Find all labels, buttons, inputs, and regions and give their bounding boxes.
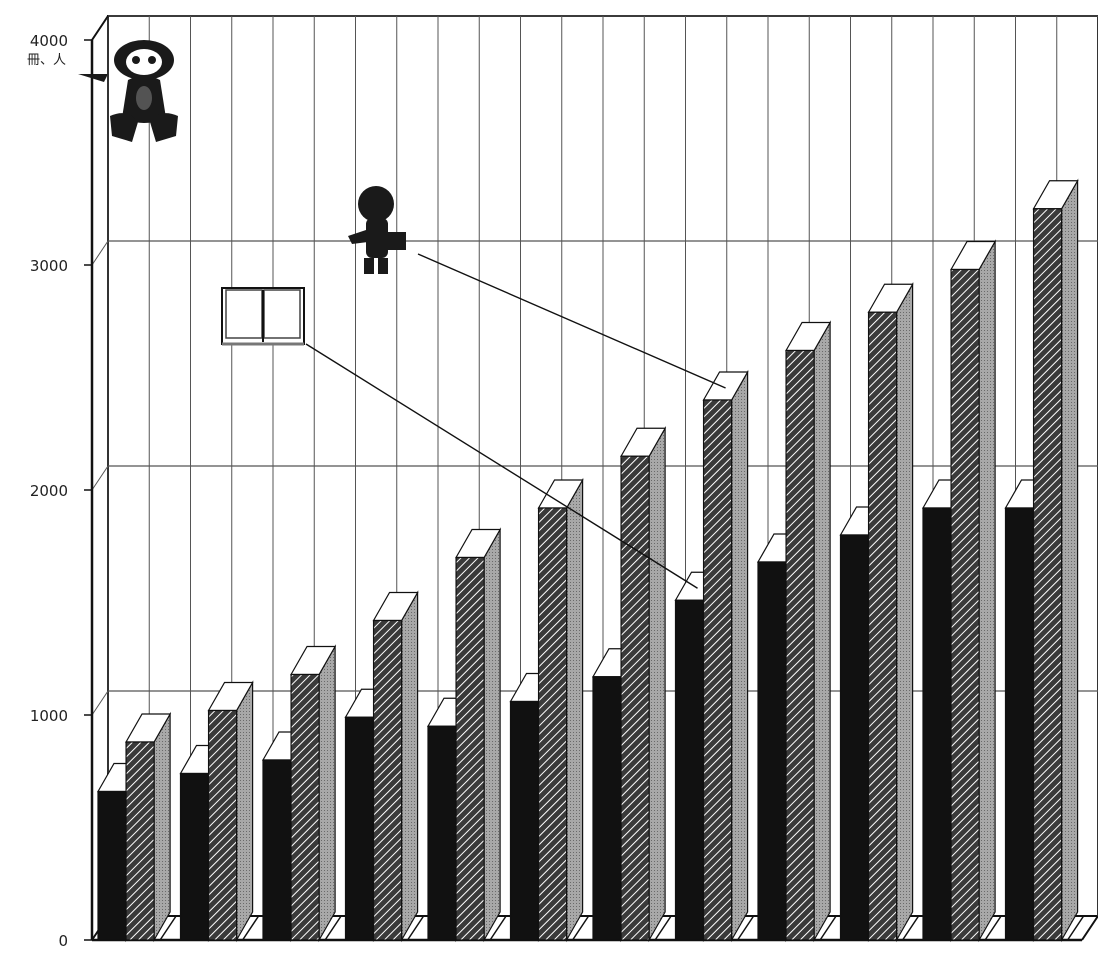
y-axis-depth: [91, 15, 109, 41]
bar-persons: [455, 527, 502, 943]
bar-front-face: [867, 311, 898, 941]
bar-persons: [125, 711, 172, 943]
y-gridline-side: [91, 690, 109, 716]
bar-side-face: [1061, 178, 1079, 943]
y-gridline-side: [91, 240, 109, 266]
bar-front-face: [125, 741, 155, 941]
floor-divider: [324, 915, 342, 941]
bar-front-face: [620, 455, 650, 941]
floor-divider: [736, 915, 755, 941]
y-tick-label: 4000: [30, 32, 68, 50]
y-unit-label: 冊、人: [27, 53, 66, 68]
mascot-icon: [78, 40, 178, 142]
bar-side-face: [401, 590, 419, 943]
bar-front-face: [372, 619, 403, 941]
y-gridline-side: [91, 465, 109, 491]
bar-front-face: [592, 676, 622, 941]
floor-divider: [901, 915, 920, 941]
open-book-icon: [221, 287, 305, 346]
floor-divider: [406, 915, 425, 941]
y-tick-label: 1000: [30, 707, 68, 725]
bar-front-face: [509, 700, 540, 941]
bar-side-face: [236, 680, 254, 943]
bar-persons: [950, 239, 997, 943]
bar-front-face: [179, 772, 210, 941]
bar-front-face: [757, 561, 787, 941]
bar-front-face: [839, 534, 870, 941]
bar-front-face: [785, 349, 815, 941]
bar-persons: [207, 680, 254, 943]
floor-divider: [159, 915, 177, 941]
y-tick-label: 0: [58, 932, 68, 950]
bar-front-face: [674, 599, 705, 941]
bar-persons: [537, 477, 584, 943]
bar-front-face: [207, 709, 238, 941]
bar-front-face: [537, 507, 568, 941]
bar-side-face: [318, 644, 336, 943]
floor-divider: [984, 915, 1002, 941]
bar-front-face: [1004, 507, 1035, 941]
bar-side-face: [483, 527, 501, 943]
x-axis-depth-right: [1081, 915, 1098, 941]
book-callout-line: [305, 343, 698, 589]
bar-side-face: [731, 369, 749, 943]
bar-layer: [96, 178, 1085, 943]
bar-persons: [620, 425, 667, 943]
bar-persons: [290, 644, 337, 943]
floor-divider: [819, 915, 837, 941]
bar-persons: [867, 281, 914, 943]
bar-front-face: [97, 790, 127, 941]
bar-side-face: [566, 477, 584, 943]
bar-side-face: [896, 281, 914, 943]
person-callout-line: [417, 253, 726, 389]
bar-persons: [702, 369, 749, 943]
floor-divider: [241, 915, 260, 941]
bar-front-face: [950, 268, 980, 941]
chart-axes: 0 1000 2000 3000 4000 冊、人: [27, 15, 1098, 950]
bar-persons: [785, 320, 832, 943]
bar-front-face: [922, 507, 952, 941]
bar-front-face: [427, 725, 457, 941]
bar-front-face: [344, 716, 375, 941]
bar-side-face: [153, 711, 171, 943]
floor-divider: [654, 915, 672, 941]
bar-front-face: [702, 399, 733, 941]
bar-side-face: [978, 239, 996, 943]
bar-front-face: [455, 556, 485, 941]
callout-layer: [305, 253, 726, 589]
floor-divider: [571, 915, 590, 941]
y-tick-label: 3000: [30, 257, 68, 275]
bar-side-face: [813, 320, 831, 943]
bar-front-face: [290, 673, 320, 941]
y-tick-label: 2000: [30, 482, 68, 500]
person-figure-icon: [348, 186, 406, 274]
bar-persons: [372, 590, 419, 943]
floor-divider: [489, 915, 507, 941]
bar-persons: [1032, 178, 1079, 943]
floor-divider: [1066, 915, 1085, 941]
bar-side-face: [648, 425, 666, 943]
bar-front-face: [1032, 208, 1063, 941]
bar-front-face: [262, 759, 292, 941]
